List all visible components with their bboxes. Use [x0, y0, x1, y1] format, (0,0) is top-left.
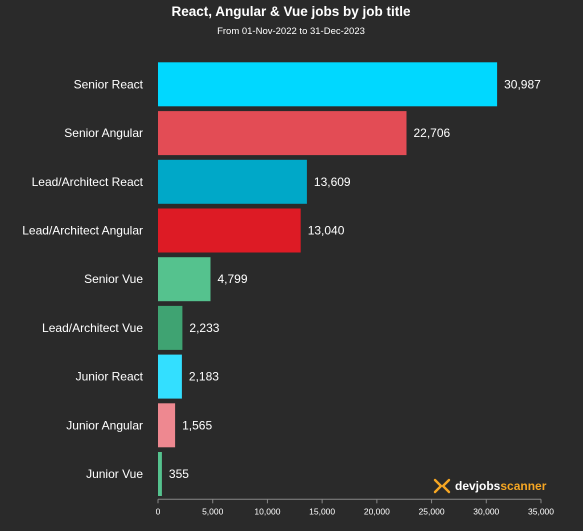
bar: [158, 257, 211, 302]
value-label: 1,565: [182, 418, 212, 432]
value-label: 13,609: [314, 175, 351, 189]
x-tick-label: 25,000: [419, 506, 445, 516]
category-label: Senior Angular: [64, 126, 143, 140]
x-tick-label: 0: [156, 506, 161, 516]
bars-layer: Senior React 30,987 Senior Angular 22,706 Le…: [22, 62, 541, 496]
chart-subtitle: From 01-Nov-2022 to 31-Dec-2023: [217, 26, 365, 37]
x-tick-label: 30,000: [473, 506, 499, 516]
x-tick-label: 10,000: [254, 506, 280, 516]
bar: [158, 208, 301, 253]
category-label: Junior Vue: [86, 467, 143, 481]
bar: [158, 354, 182, 399]
category-label: Senior Vue: [84, 272, 143, 286]
x-tick-label: 35,000: [528, 506, 554, 516]
svg-text:devjobsscanner: devjobsscanner: [455, 479, 547, 493]
bar: [158, 403, 176, 448]
value-label: 2,233: [189, 321, 219, 335]
logo-text-scanner: scanner: [500, 479, 546, 493]
x-tick-label: 5,000: [202, 506, 224, 516]
value-label: 2,183: [189, 370, 219, 384]
bar: [158, 159, 307, 204]
category-label: Lead/Architect Angular: [22, 224, 143, 238]
logo-text-devjobs: devjobs: [455, 479, 501, 493]
bar: [158, 452, 162, 496]
category-label: Senior React: [74, 77, 144, 91]
value-label: 30,987: [504, 77, 541, 91]
bar: [158, 62, 498, 107]
category-label: Lead/Architect React: [32, 175, 144, 189]
x-axis: 0 5,000 10,000 15,000 20,000 25,000 30,000 35,0…: [156, 498, 554, 516]
value-label: 13,040: [308, 224, 345, 238]
value-label: 4,799: [218, 272, 248, 286]
category-label: Junior Angular: [66, 418, 143, 432]
category-label: Lead/Architect Vue: [42, 321, 143, 335]
bar: [158, 111, 407, 156]
category-label: Junior React: [76, 370, 144, 384]
value-label: 355: [169, 467, 189, 481]
x-tick-label: 20,000: [364, 506, 390, 516]
value-label: 22,706: [414, 126, 451, 140]
bar: [158, 305, 183, 350]
chart-title: React, Angular & Vue jobs by job title: [171, 4, 411, 19]
logo-mark-icon: [433, 478, 451, 494]
devjobsscanner-logo: devjobsscanner: [433, 478, 547, 494]
x-tick-label: 15,000: [309, 506, 335, 516]
